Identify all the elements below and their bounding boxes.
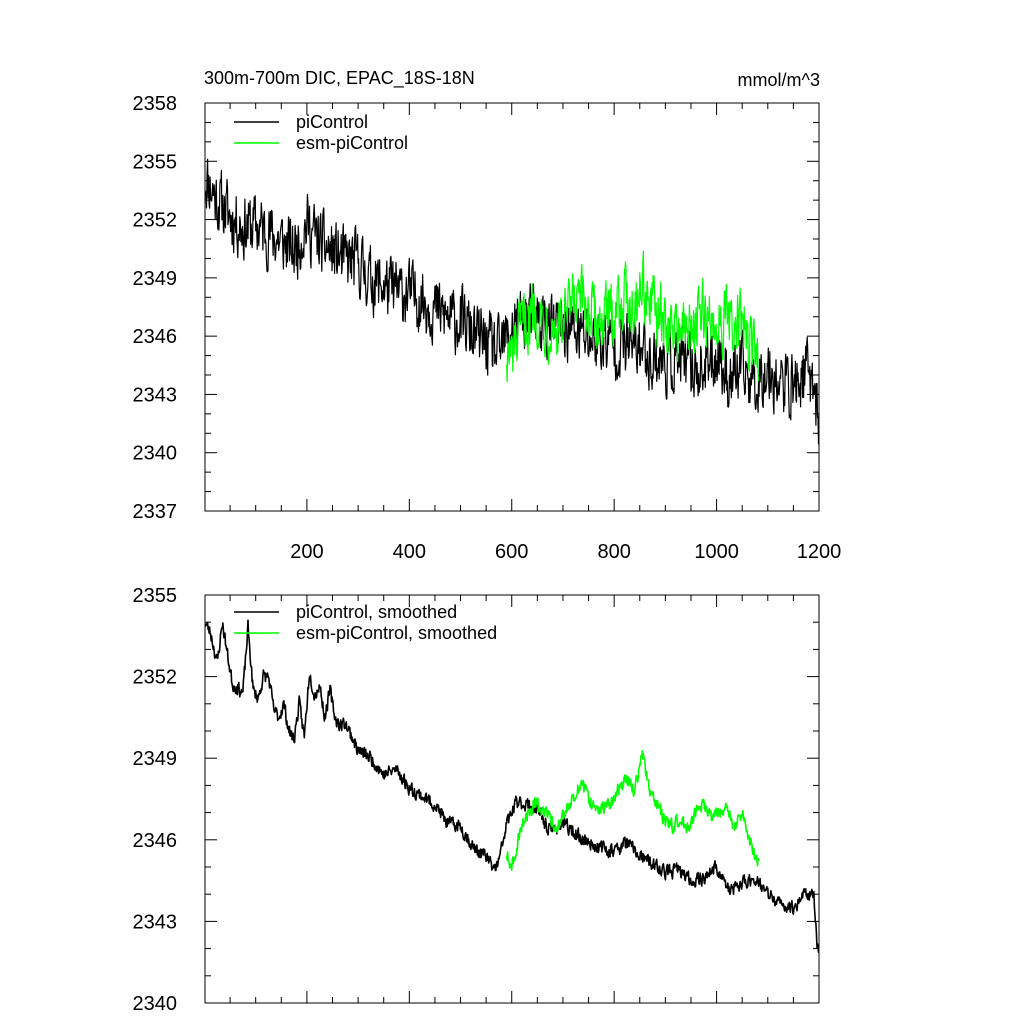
series-line-top-esm-picontrol [506,250,760,383]
chart-title: 300m-700m DIC, EPAC_18S-18N [204,68,475,89]
series-line-top-picontrol [204,158,820,445]
y-tick-label-bottom: 2340 [133,993,178,1015]
y-tick-label-top: 2358 [133,93,178,115]
series-line-bottom-esm-picontrol-smoothed [505,749,760,872]
legend-label-bottom: piControl, smoothed [296,602,457,622]
series-line-bottom-picontrol-smoothed [204,619,820,954]
y-tick-label-bottom: 2343 [133,911,178,933]
x-tick-label-top: 1000 [694,541,739,563]
y-tick-label-top: 2352 [133,210,178,232]
chart-panel-bottom: 2340 2343 2346 2349 2352 2355 piControl, smoo… [133,585,820,1015]
legend-label-bottom: esm-piControl, smoothed [296,623,497,643]
x-tick-label-top: 1200 [797,541,842,563]
y-tick-label-top: 2355 [133,151,178,173]
y-tick-label-top: 2340 [133,443,178,465]
x-tick-label-top: 800 [597,541,630,563]
y-tick-label-bottom: 2349 [133,748,178,770]
x-tick-label-top: 600 [495,541,528,563]
chart-panel-top: 300m-700m DIC, EPAC_18S-18N mmol/m^3 233… [133,68,842,563]
y-tick-label-top: 2346 [133,326,178,348]
x-tick-label-top: 200 [290,541,323,563]
units-label: mmol/m^3 [738,70,820,90]
y-tick-label-top: 2343 [133,384,178,406]
y-tick-label-bottom: 2355 [133,585,178,607]
plot-lines-top [204,158,820,445]
y-tick-label-top: 2349 [133,268,178,290]
x-tick-label-top: 400 [393,541,426,563]
plot-axes-top: 2337 2340 2343 2346 2349 2352 2355 2358 200 400 60… [133,93,842,563]
y-tick-label-top: 2337 [133,501,178,523]
y-tick-label-bottom: 2352 [133,667,178,689]
y-tick-label-bottom: 2346 [133,830,178,852]
legend-label-top: esm-piControl [296,133,408,153]
plot-lines-bottom [204,619,820,954]
legend-label-top: piControl [296,112,368,132]
plot-axes-bottom: 2340 2343 2346 2349 2352 2355 [133,585,820,1015]
